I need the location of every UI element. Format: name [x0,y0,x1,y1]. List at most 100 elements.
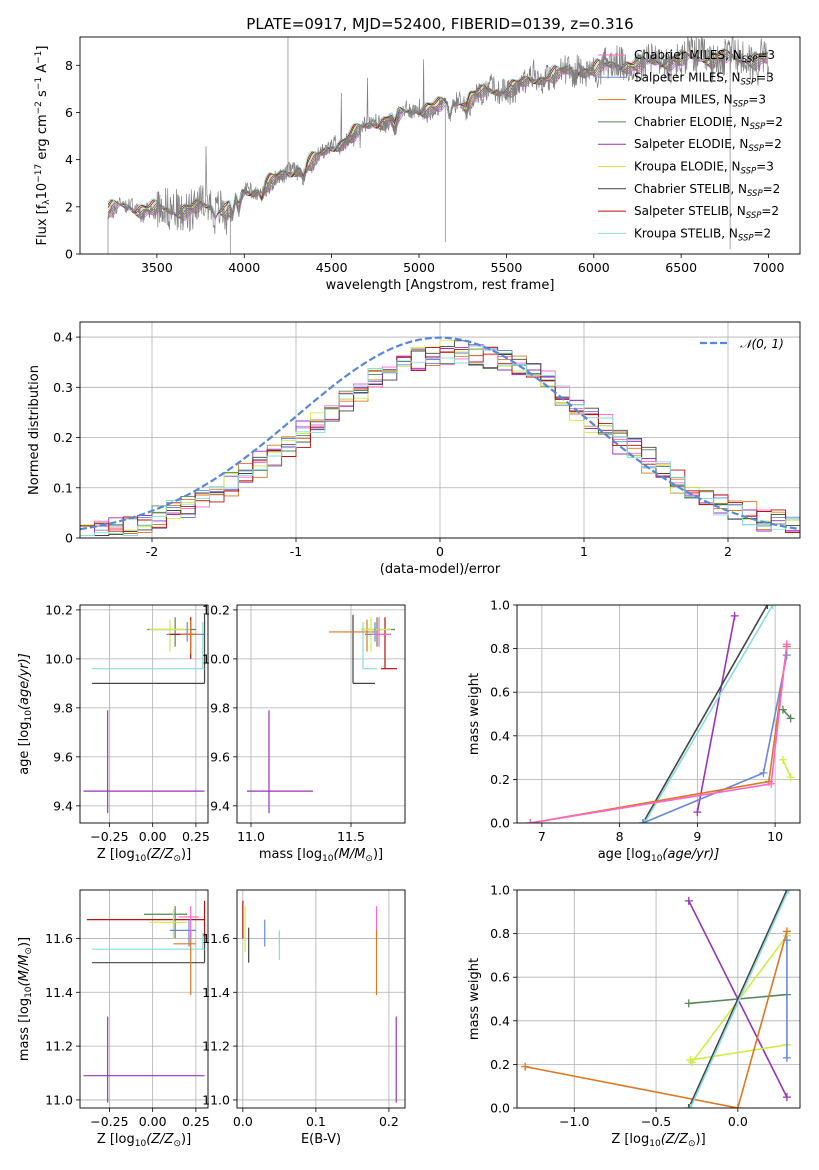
axes-frame [79,604,209,824]
mass-weight-line [688,890,788,1108]
y-tick-label: 10.0 [202,651,230,666]
plot-area-spectrum [107,37,769,254]
axes-age-vs-Z: −0.25 0.00 0.25 9.4 9.6 9.8 10.0 10.2 Z [log10(Z… [17,602,210,864]
plus-marker [782,927,791,936]
plot-area-mass-weight-vs-Z [521,890,793,1108]
y-tick-label: 0.4 [53,330,73,345]
plus-marker [784,890,793,894]
legend-entry: 𝒩(0, 1) [740,337,784,351]
axes-spectrum: 3500 4000 4500 5000 5500 6000 6500 7000 0 2 4 6 8 wav… [34,36,801,293]
plus-marker [730,611,739,620]
axes-frame [236,604,406,824]
plus-marker [686,1104,695,1108]
y-tick-label: 9.6 [53,749,73,764]
y-tick-label: 0.0 [490,1101,510,1116]
plus-marker [688,1058,697,1067]
x-tick-label: −0.5 [641,1114,671,1129]
y-tick-label: 0.4 [490,1013,510,1028]
plot-area-age-vs-Z [83,614,206,814]
plot-area-mass-weight-vs-age [526,605,795,823]
legend-entry: Kroupa STELIB, NSSP=2 [634,226,771,243]
plus-marker [782,640,791,649]
plus-marker [767,779,776,788]
y-tick-label: 1.0 [490,883,510,898]
x-tick-label: 3500 [141,260,173,275]
x-tick-label: 0.25 [182,1114,210,1129]
x-axis-label: E(B-V) [301,1132,341,1147]
axes-residual-histogram: -2 -1 0 1 2 0 0.1 0.2 0.3 0.4 (data-model)/error No… [27,321,801,577]
axes-mass-weight-vs-age: 7 8 9 10 0.0 0.2 0.4 0.6 0.8 1.0 age [log10(age/yr… [467,598,801,864]
y-tick-label: 10.0 [45,651,73,666]
y-tick-label: 9.4 [53,798,73,813]
plot-area-age-vs-mass [247,614,397,814]
x-tick-label: 7 [538,829,546,844]
legend-entry: Salpeter ELODIE, NSSP=2 [634,137,782,154]
x-tick-label: 5500 [491,260,523,275]
x-tick-label: 10 [767,829,783,844]
y-tick-label: 11.6 [202,931,230,946]
plus-marker [786,714,795,723]
x-tick-label: −1.0 [559,1114,589,1129]
grid-mass-vs-ebv [237,890,405,1108]
x-tick-label: 11.0 [237,829,265,844]
x-tick-label: 2 [724,544,732,559]
y-tick-label: 0.2 [490,772,510,787]
axes-age-vs-mass: 11.0 11.5 9.4 9.6 9.8 10.0 10.2 mass [log10(M/M… [202,602,406,864]
mass-weight-line [689,890,790,1108]
y-axis-label: Normed distribution [27,365,42,495]
legend-entry: Kroupa ELODIE, NSSP=3 [634,160,774,177]
histogram-step [80,345,800,536]
grid-mass-weight-vs-Z [517,889,800,1109]
plus-marker [521,1062,530,1071]
legend-entry: Chabrier STELIB, NSSP=2 [634,182,780,199]
y-tick-label: 11.4 [202,985,230,1000]
grid-age-vs-Z [80,605,208,823]
x-axis-label: age [log10(age/yr)] [598,847,720,864]
x-tick-label: 1 [580,544,588,559]
y-tick-label: 11.4 [45,985,73,1000]
x-tick-label: 0.25 [182,829,210,844]
x-tick-label: −0.25 [90,829,128,844]
legend: Chabrier MILES, NSSP=3 Salpeter MILES, NS… [598,48,783,243]
x-axis-label: wavelength [Angstrom, rest frame] [326,278,555,293]
y-tick-label: 1.0 [490,598,510,613]
plus-marker [782,1093,791,1102]
y-tick-label: 0.1 [53,480,73,495]
legend-entry: Chabrier MILES, NSSP=3 [634,48,775,65]
axes-frame [236,889,406,1109]
axes-frame [516,604,801,824]
legend-entry: Salpeter MILES, NSSP=3 [634,70,774,87]
y-tick-label: 11.6 [45,931,73,946]
mass-weight-line [525,931,788,1108]
axes-mass-vs-Z: −0.25 0.00 0.25 11.0 11.2 11.4 11.6 Z [log10(Z/… [17,889,210,1149]
y-axis-label: mass [log10(M/M⊙)] [17,937,34,1061]
plus-marker [782,1053,791,1062]
plot-area-mass-vs-Z [83,900,206,1103]
x-tick-label: −0.25 [90,1114,128,1129]
legend-entry: Chabrier ELODIE, NSSP=2 [634,115,783,132]
x-tick-label: 7000 [753,260,785,275]
plus-marker [733,1104,742,1108]
grid-mass-weight-vs-age [517,604,800,824]
plus-marker [640,819,649,823]
x-tick-label: 8 [616,829,624,844]
x-tick-label: 0.1 [306,1114,326,1129]
x-tick-label: 5000 [403,260,435,275]
model-line [107,48,769,218]
y-tick-label: 0.2 [490,1057,510,1072]
y-tick-label: 0.6 [490,685,510,700]
plus-marker [684,999,693,1008]
mass-weight-line [642,654,788,823]
y-tick-label: 11.2 [202,1039,230,1054]
x-tick-label: 6500 [665,260,697,275]
axes-frame [79,36,801,255]
y-tick-label: 8 [65,58,73,73]
y-tick-label: 10.2 [45,602,73,617]
x-tick-label: 0.00 [139,829,167,844]
y-axis-label: age [log10(age/yr)] [17,653,34,775]
y-tick-label: 0.8 [490,641,510,656]
mass-weight-line [782,759,792,778]
plus-marker [684,896,693,905]
grid-age-vs-mass [237,605,405,823]
plot-area-mass-vs-ebv [242,900,397,1103]
